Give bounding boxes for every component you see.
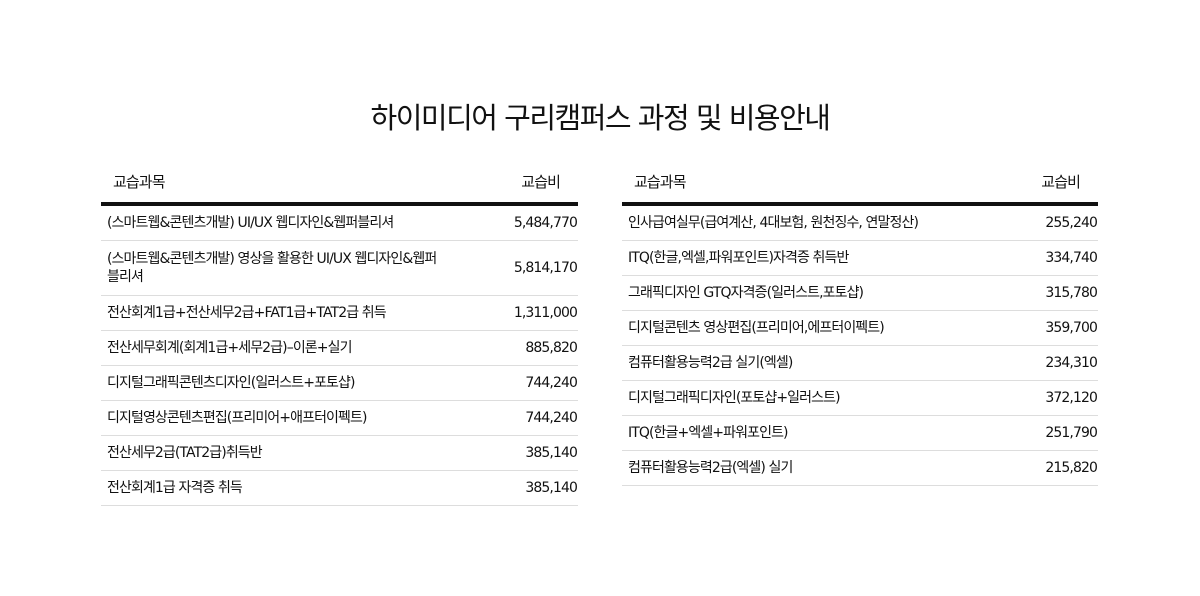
table-row: 디지털콘텐츠 영상편집(프리미어,에프터이펙트) 359,700 — [622, 310, 1098, 346]
header-fee: 교습비 — [501, 160, 578, 206]
course-name: 그래픽디자인 GTQ자격증(일러스트,포토샵) — [622, 275, 1022, 311]
table-row: 전산세무2급(TAT2급)취득반 385,140 — [101, 435, 578, 471]
course-name: (스마트웹&콘텐츠개발) 영상을 활용한 UI/UX 웹디자인&웹퍼블리셔 — [101, 240, 502, 296]
course-fee: 234,310 — [1021, 345, 1098, 381]
table-row: 그래픽디자인 GTQ자격증(일러스트,포토샵) 315,780 — [622, 275, 1098, 311]
course-name: 전산세무회계(회계1급+세무2급)–이론+실기 — [101, 330, 502, 366]
table-row: (스마트웹&콘텐츠개발) 영상을 활용한 UI/UX 웹디자인&웹퍼블리셔 5,8… — [101, 240, 578, 296]
course-name: 디지털그래픽콘텐츠디자인(일러스트+포토샵) — [101, 365, 502, 401]
course-name: ITQ(한글,엑셀,파워포인트)자격증 취득반 — [622, 240, 1022, 276]
header-course: 교습과목 — [101, 160, 502, 206]
course-name: 디지털콘텐츠 영상편집(프리미어,에프터이펙트) — [622, 310, 1022, 346]
course-fee-table-right: 교습과목 교습비 인사급여실무(급여계산, 4대보험, 원천징수, 연말정산) 2… — [622, 160, 1098, 486]
table-row: ITQ(한글+엑셀+파워포인트) 251,790 — [622, 415, 1098, 451]
table-row: 컴퓨터활용능력2급(엑셀) 실기 215,820 — [622, 450, 1098, 486]
course-fee: 744,240 — [501, 365, 578, 401]
course-name: 전산회계1급+전산세무2급+FAT1급+TAT2급 취득 — [101, 295, 502, 331]
course-name: 컴퓨터활용능력2급(엑셀) 실기 — [622, 450, 1022, 486]
course-name: 디지털그래픽디자인(포토샵+일러스트) — [622, 380, 1022, 416]
course-fee: 385,140 — [501, 470, 578, 506]
course-fee: 215,820 — [1021, 450, 1098, 486]
course-name: 디지털영상콘텐츠편집(프리미어+애프터이펙트) — [101, 400, 502, 436]
course-fee: 372,120 — [1021, 380, 1098, 416]
course-name: ITQ(한글+엑셀+파워포인트) — [622, 415, 1022, 451]
page-title: 하이미디어 구리캠퍼스 과정 및 비용안내 — [370, 101, 831, 136]
course-fee: 5,484,770 — [501, 204, 578, 241]
course-name: 전산세무2급(TAT2급)취득반 — [101, 435, 502, 471]
table-row: 디지털그래픽디자인(포토샵+일러스트) 372,120 — [622, 380, 1098, 416]
table-row: ITQ(한글,엑셀,파워포인트)자격증 취득반 334,740 — [622, 240, 1098, 276]
course-fee-table-left: 교습과목 교습비 (스마트웹&콘텐츠개발) UI/UX 웹디자인&웹퍼블리셔 5,… — [101, 160, 578, 506]
table-row: 인사급여실무(급여계산, 4대보험, 원천징수, 연말정산) 255,240 — [622, 204, 1098, 241]
course-fee: 255,240 — [1021, 204, 1098, 241]
table-header: 교습과목 교습비 — [101, 160, 578, 206]
course-fee: 334,740 — [1021, 240, 1098, 276]
course-fee: 359,700 — [1021, 310, 1098, 346]
course-fee: 885,820 — [501, 330, 578, 366]
table-row: 전산세무회계(회계1급+세무2급)–이론+실기 885,820 — [101, 330, 578, 366]
course-name: (스마트웹&콘텐츠개발) UI/UX 웹디자인&웹퍼블리셔 — [101, 204, 502, 241]
table-row: 디지털영상콘텐츠편집(프리미어+애프터이펙트) 744,240 — [101, 400, 578, 436]
table-row: (스마트웹&콘텐츠개발) UI/UX 웹디자인&웹퍼블리셔 5,484,770 — [101, 204, 578, 241]
course-name: 인사급여실무(급여계산, 4대보험, 원천징수, 연말정산) — [622, 204, 1022, 241]
table-row: 전산회계1급 자격증 취득 385,140 — [101, 470, 578, 506]
course-fee: 744,240 — [501, 400, 578, 436]
course-name: 전산회계1급 자격증 취득 — [101, 470, 502, 506]
table-row: 컴퓨터활용능력2급 실기(엑셀) 234,310 — [622, 345, 1098, 381]
course-name-text: (스마트웹&콘텐츠개발) 영상을 활용한 UI/UX 웹디자인&웹퍼블리셔 — [107, 251, 437, 285]
table-header: 교습과목 교습비 — [622, 160, 1098, 206]
course-fee: 5,814,170 — [501, 240, 578, 296]
header-course: 교습과목 — [622, 160, 1022, 206]
course-name: 컴퓨터활용능력2급 실기(엑셀) — [622, 345, 1022, 381]
course-fee: 385,140 — [501, 435, 578, 471]
header-fee: 교습비 — [1021, 160, 1098, 206]
course-fee: 315,780 — [1021, 275, 1098, 311]
table-row: 전산회계1급+전산세무2급+FAT1급+TAT2급 취득 1,311,000 — [101, 295, 578, 331]
course-fee: 251,790 — [1021, 415, 1098, 451]
table-row: 디지털그래픽콘텐츠디자인(일러스트+포토샵) 744,240 — [101, 365, 578, 401]
course-fee: 1,311,000 — [501, 295, 578, 331]
